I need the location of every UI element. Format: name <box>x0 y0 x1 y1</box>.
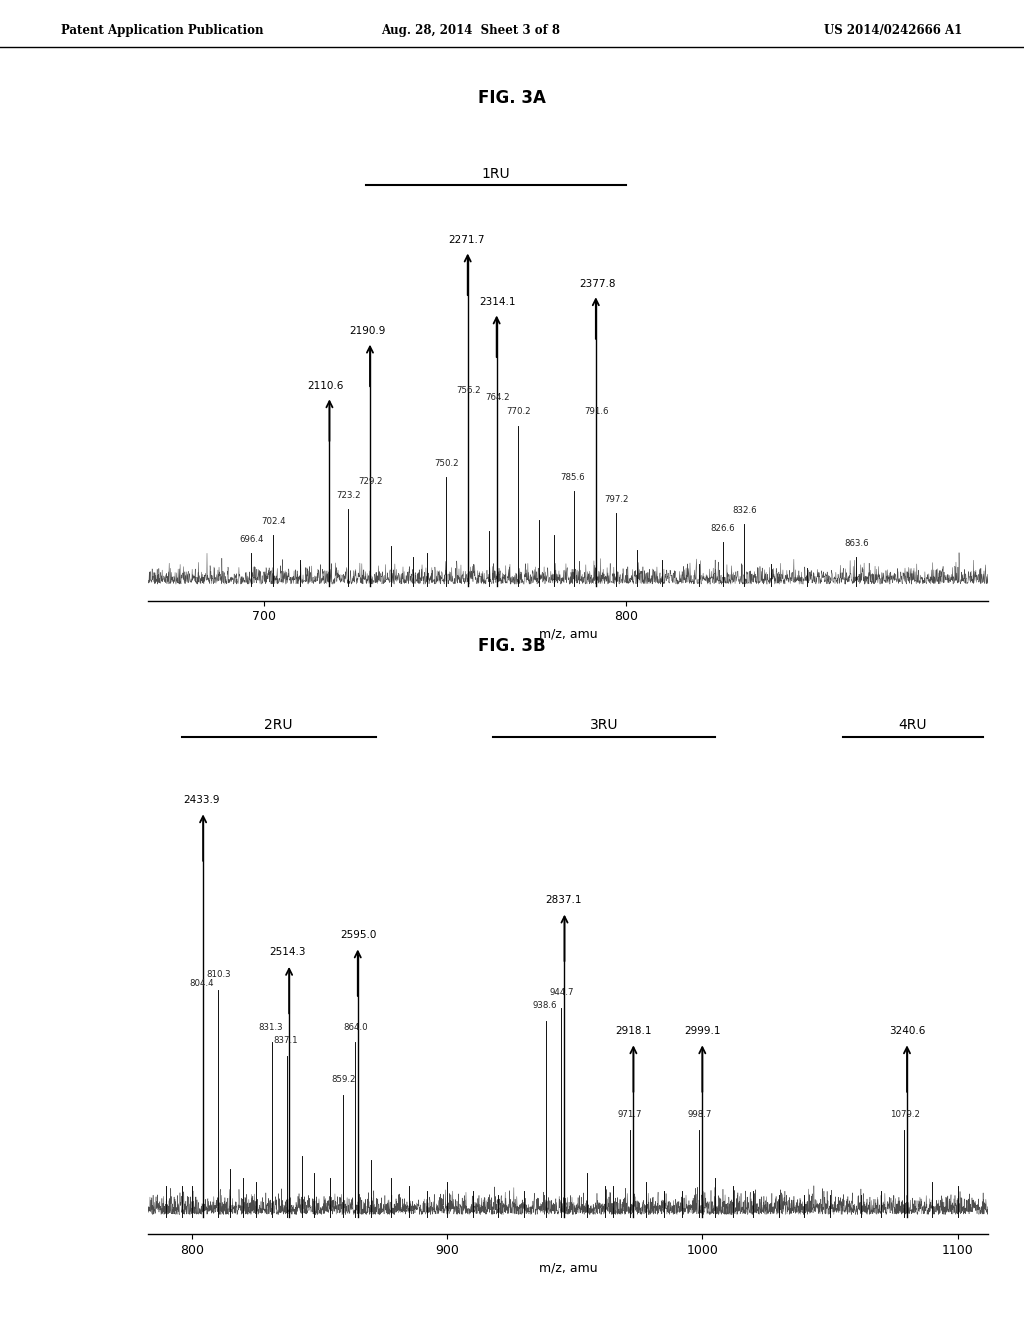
Text: Aug. 28, 2014  Sheet 3 of 8: Aug. 28, 2014 Sheet 3 of 8 <box>382 24 560 37</box>
Text: 2110.6: 2110.6 <box>307 381 344 391</box>
Text: 944.7: 944.7 <box>550 987 573 997</box>
Text: 2433.9: 2433.9 <box>183 795 220 805</box>
Text: 2314.1: 2314.1 <box>479 297 515 308</box>
Text: 770.2: 770.2 <box>507 408 531 417</box>
Text: 2271.7: 2271.7 <box>449 235 485 246</box>
Text: FIG. 3A: FIG. 3A <box>478 88 546 107</box>
Text: 938.6: 938.6 <box>532 1001 557 1010</box>
Text: 971.7: 971.7 <box>617 1110 642 1119</box>
Text: 729.2: 729.2 <box>358 477 383 486</box>
Text: 832.6: 832.6 <box>732 506 757 515</box>
Text: 2837.1: 2837.1 <box>546 895 582 906</box>
Text: 998.7: 998.7 <box>687 1110 712 1119</box>
Text: 2999.1: 2999.1 <box>684 1026 721 1036</box>
Text: 797.2: 797.2 <box>604 495 629 504</box>
Text: 2514.3: 2514.3 <box>269 948 306 957</box>
Text: 837.1: 837.1 <box>273 1036 298 1044</box>
Text: Patent Application Publication: Patent Application Publication <box>61 24 264 37</box>
Text: 756.2: 756.2 <box>456 385 480 395</box>
Text: 723.2: 723.2 <box>337 491 361 500</box>
Text: 750.2: 750.2 <box>434 458 459 467</box>
Text: 791.6: 791.6 <box>584 408 608 417</box>
Text: 1079.2: 1079.2 <box>890 1110 920 1119</box>
Text: 4RU: 4RU <box>899 718 927 733</box>
Text: 2RU: 2RU <box>264 718 293 733</box>
Text: 696.4: 696.4 <box>239 535 263 544</box>
Text: 804.4: 804.4 <box>189 979 214 987</box>
Text: 831.3: 831.3 <box>258 1023 283 1031</box>
Text: 3RU: 3RU <box>590 718 618 733</box>
Text: 2918.1: 2918.1 <box>615 1026 652 1036</box>
Text: 826.6: 826.6 <box>711 524 735 533</box>
Text: 2190.9: 2190.9 <box>349 326 385 337</box>
Text: 764.2: 764.2 <box>484 393 510 401</box>
Text: FIG. 3B: FIG. 3B <box>478 638 546 655</box>
X-axis label: m/z, amu: m/z, amu <box>539 1261 598 1274</box>
Text: 702.4: 702.4 <box>261 517 286 525</box>
Text: 864.0: 864.0 <box>343 1023 368 1031</box>
Text: 863.6: 863.6 <box>845 539 869 548</box>
X-axis label: m/z, amu: m/z, amu <box>539 627 598 640</box>
Text: US 2014/0242666 A1: US 2014/0242666 A1 <box>824 24 963 37</box>
Text: 810.3: 810.3 <box>206 970 230 979</box>
Text: 785.6: 785.6 <box>561 473 586 482</box>
Text: 3240.6: 3240.6 <box>890 1026 926 1036</box>
Text: 2595.0: 2595.0 <box>340 931 376 940</box>
Text: 1RU: 1RU <box>481 166 510 181</box>
Text: 859.2: 859.2 <box>331 1074 355 1084</box>
Text: 2377.8: 2377.8 <box>580 279 616 289</box>
